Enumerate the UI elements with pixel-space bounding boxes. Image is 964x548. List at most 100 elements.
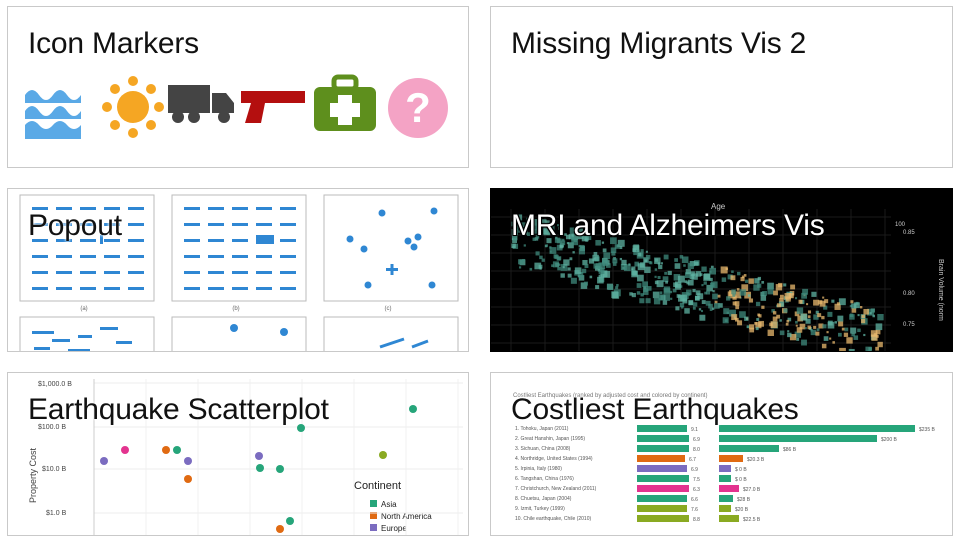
scatter-point [522,258,526,262]
scatter-point [518,259,524,265]
popout-dash [32,207,48,210]
scatter-point [747,294,751,297]
scatter-point [559,244,564,249]
bar-magnitude [637,435,689,442]
scatter-point [660,262,663,265]
scatter-point [741,284,749,292]
scatter-point [770,321,778,329]
scatter-point [276,465,284,473]
scatter-point [761,281,765,284]
scatter-point [739,311,746,318]
bar-value: $27.0 B [743,487,761,493]
scatter-point [701,300,706,305]
scatter-point [658,264,663,270]
popout-panel-label: (b) [232,306,239,312]
scatter-point [654,280,659,285]
scatter-point [255,452,263,460]
scatter-point [823,305,828,310]
scatter-point [654,268,658,271]
scatter-point [554,254,559,260]
scatter-point [684,280,688,284]
card-earthquake-scatterplot[interactable]: $1,000.0 B $100.0 B $10.0 B $1.0 B Prope… [7,372,469,536]
scatter-point [518,230,521,233]
scatter-point [557,256,562,261]
scatter-point [645,298,651,304]
scatter-point [739,289,747,296]
scatter-point [794,331,801,338]
scatter-point [560,240,566,246]
bar-value: $20 B [735,507,749,513]
scatter-point [875,329,881,335]
legend-swatch-north-america [370,512,377,519]
card-title: Popout [28,209,122,242]
scatter-point [589,275,593,279]
popout-dash [184,207,200,210]
card-missing-migrants[interactable]: Missing Migrants Vis 2 [490,6,953,168]
card-mri-alzheimers[interactable]: Age 100 0.85 0.80 0.75 Brain Volume (nor… [490,188,953,352]
scatter-point [832,341,835,344]
ytick-label: $100.0 B [38,424,66,431]
scatter-point [699,314,706,321]
scatter-point [786,319,790,323]
scatter-point [779,294,784,299]
scatter-point [779,330,785,336]
scatter-point [816,328,820,332]
card-icon-markers[interactable]: Icon Markers [7,6,469,168]
scatter-point [727,291,735,299]
scatter-point [797,315,804,322]
row-label: 4. Northridge, United States (1994) [515,456,593,462]
scatter-point [512,238,518,244]
scatter-point [629,292,633,296]
scatter-point [674,263,681,269]
scatter-point [822,324,827,329]
scatter-point [815,331,820,336]
scatter-point [633,251,638,256]
scatter-point [749,327,755,333]
scatter-point [730,275,736,281]
scatter-point [813,299,819,306]
scatter-point [560,273,565,278]
scatter-point [754,322,758,325]
popout-target [256,235,274,244]
row-label: 2. Great Hanshin, Japan (1995) [515,436,585,442]
scatter-point [807,325,812,330]
scatter-point [869,312,872,315]
scatter-point [581,268,587,274]
scatter-point [710,265,714,269]
scatter-point [718,303,723,308]
bar-value: 6.9 [691,467,698,473]
scatter-point [642,281,649,288]
scatter-point [649,261,653,265]
scatter-point [733,291,741,299]
scatter-point [863,333,866,337]
legend-title: Continent [354,480,401,492]
popout-dash [232,239,248,242]
scatter-point [547,224,555,231]
scatter-point [636,283,642,288]
card-costliest-earthquakes[interactable]: Costliest Earthquakes (ranked by adjuste… [490,372,953,536]
popout-dash [184,223,200,226]
scatter-point [788,293,794,299]
bar-value: $20.3 B [747,457,765,463]
scatter-point [821,343,827,349]
flood-icon [25,90,81,139]
scatter-point [632,245,640,253]
scatter-point [813,325,817,329]
scatter-point [857,314,860,317]
scatter-point [645,254,651,260]
row-label: 10. Chile earthquake, Chile (2010) [515,516,591,522]
scatter-point [807,310,812,314]
scatter-point [525,225,528,229]
scatter-point [677,275,685,283]
row-label: 9. Izmit, Turkey (1999) [515,506,565,512]
popout-dash [280,239,296,242]
popout-dash [184,271,200,274]
scatter-point [543,228,551,236]
scatter-point [799,323,806,330]
scatter-point [838,332,842,337]
scatter-point [674,258,678,262]
scatter-point [685,269,691,275]
scatter-point [582,259,588,266]
card-popout[interactable]: (a) (b) (c) Popout [7,188,469,352]
scatter-point [767,329,774,337]
